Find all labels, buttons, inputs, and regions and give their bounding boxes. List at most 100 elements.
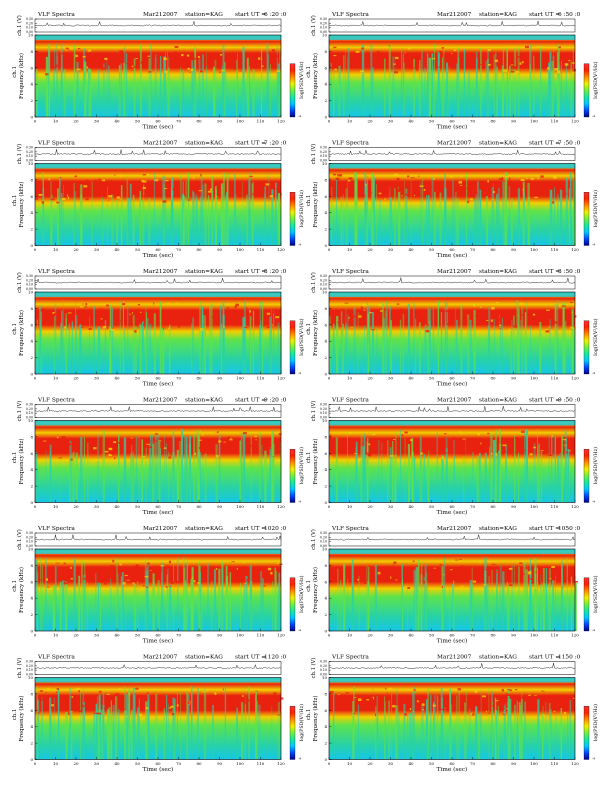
x-tick-label: 100 [530,504,538,509]
spectrogram-speckle [344,302,349,304]
spectrogram-streak [127,304,129,374]
spectrogram-speckle [499,328,502,329]
spectrogram-streak [545,702,547,760]
waveform-trace [328,534,576,541]
spectrogram-speckle [135,193,137,195]
spectrogram-streak [444,173,446,246]
spectrogram-streak [73,182,75,246]
spectrogram-streak [35,452,38,503]
spectrogram-streak [500,323,501,374]
y-axis-label: Frequency (kHz) [312,53,319,99]
spectrogram-streak [152,573,155,631]
spectrogram-speckle [434,46,438,48]
y-axis-label: Frequency (kHz) [18,182,25,228]
spectrogram-speckle [348,177,353,180]
spectrogram-speckle [549,578,552,580]
spectrogram-speckle [168,456,172,459]
date-label: Mar212007 [143,655,178,661]
spectrogram-speckle [244,583,247,585]
spectrogram-speckle [247,699,250,702]
spectrogram-streak [273,310,275,374]
waveform-trace [34,406,282,412]
spectrogram-speckle [197,582,200,585]
spectrogram-streak [458,690,460,760]
spectrogram-streak [480,691,482,760]
spectrogram-speckle [359,458,362,460]
spectrogram-speckle [243,561,245,564]
title-label: VLF Spectra [331,141,369,147]
spectrogram-streak [181,428,183,503]
spectrogram-speckle [535,571,537,574]
spectrogram-speckle [551,566,555,568]
x-tick-label: 50 [429,119,435,124]
spectrogram-streak [135,436,138,503]
x-tick-label: 80 [490,119,496,124]
spectrogram-speckle [50,198,55,201]
spectrogram-streak [97,434,99,503]
spectrogram-streak [499,565,502,631]
spectrogram-speckle [390,576,392,579]
spectrogram-streak [108,65,110,117]
spectrogram-streak [75,452,78,503]
spectrogram-streak [115,696,118,760]
x-tick-label: 80 [196,376,202,381]
spectrogram-speckle [118,64,120,66]
spectrogram-speckle [353,713,356,715]
spectrogram-streak [498,455,500,503]
spectrogram-speckle [509,689,512,692]
x-tick-label: 0 [34,119,37,124]
spectrogram-streak [148,699,150,760]
x-tick-label: 70 [176,119,182,124]
colorbar-label: log(PSD(V²/Hz) [592,318,599,355]
spectrogram-streak [463,455,465,503]
spectrogram-speckle [272,456,274,457]
x-tick-label: 120 [277,633,285,638]
spectrogram-streak [84,436,85,503]
colorbar [289,192,296,246]
spectrogram-streak [427,57,429,117]
spectrogram-streak [454,195,456,246]
spectrogram-streak [134,694,136,760]
waveform-tick-label: 0.10 [320,283,327,287]
spectrogram-speckle [557,70,560,74]
spectrogram-streak [441,455,444,503]
spectrogram-speckle [147,562,150,565]
spectrogram-speckle [339,568,341,570]
spectrogram-streak [501,317,503,374]
spectrogram-speckle [413,67,417,69]
spectrogram-streak [499,314,500,374]
spectrogram-streak [224,62,226,117]
spectrogram-speckle [119,688,121,690]
spectrogram-speckle [161,312,165,314]
waveform-axis-label: ch.1 (V) [16,15,23,36]
spectrogram-speckle [185,581,188,583]
spectrogram-speckle [352,315,356,318]
spectrogram-speckle [54,312,58,315]
spectrogram-streak [271,308,272,374]
title-label: VLF Spectra [37,12,75,18]
y-tick-label: 0 [324,757,327,762]
start-label: start UT = [235,141,266,147]
spectrogram-speckle [483,584,486,586]
spectrogram-streak [138,436,140,503]
spectrogram-streak [125,694,128,760]
spectrogram-streak [98,69,100,117]
spectrogram-streak [151,434,153,503]
spectrogram-streak [564,430,567,503]
spectrogram-speckle [153,566,156,568]
spectrogram-speckle [114,457,116,460]
spectrogram-speckle [193,177,195,179]
spectrogram-streak [56,55,58,117]
spectrogram-streak [61,310,63,374]
spectrogram-speckle [394,173,398,176]
spectrogram-streak [107,709,110,760]
spectrogram-speckle [395,579,398,581]
spectrogram-streak [269,447,272,503]
spectrogram-streak [62,580,65,631]
spectrogram-streak [93,713,95,760]
waveform-tick-label: 0.10 [320,668,327,672]
spectrogram-speckle [521,61,524,64]
x-axis-label: Time (sec) [437,381,468,388]
spectrogram-streak [186,560,188,631]
spectrogram-streak [424,67,426,117]
